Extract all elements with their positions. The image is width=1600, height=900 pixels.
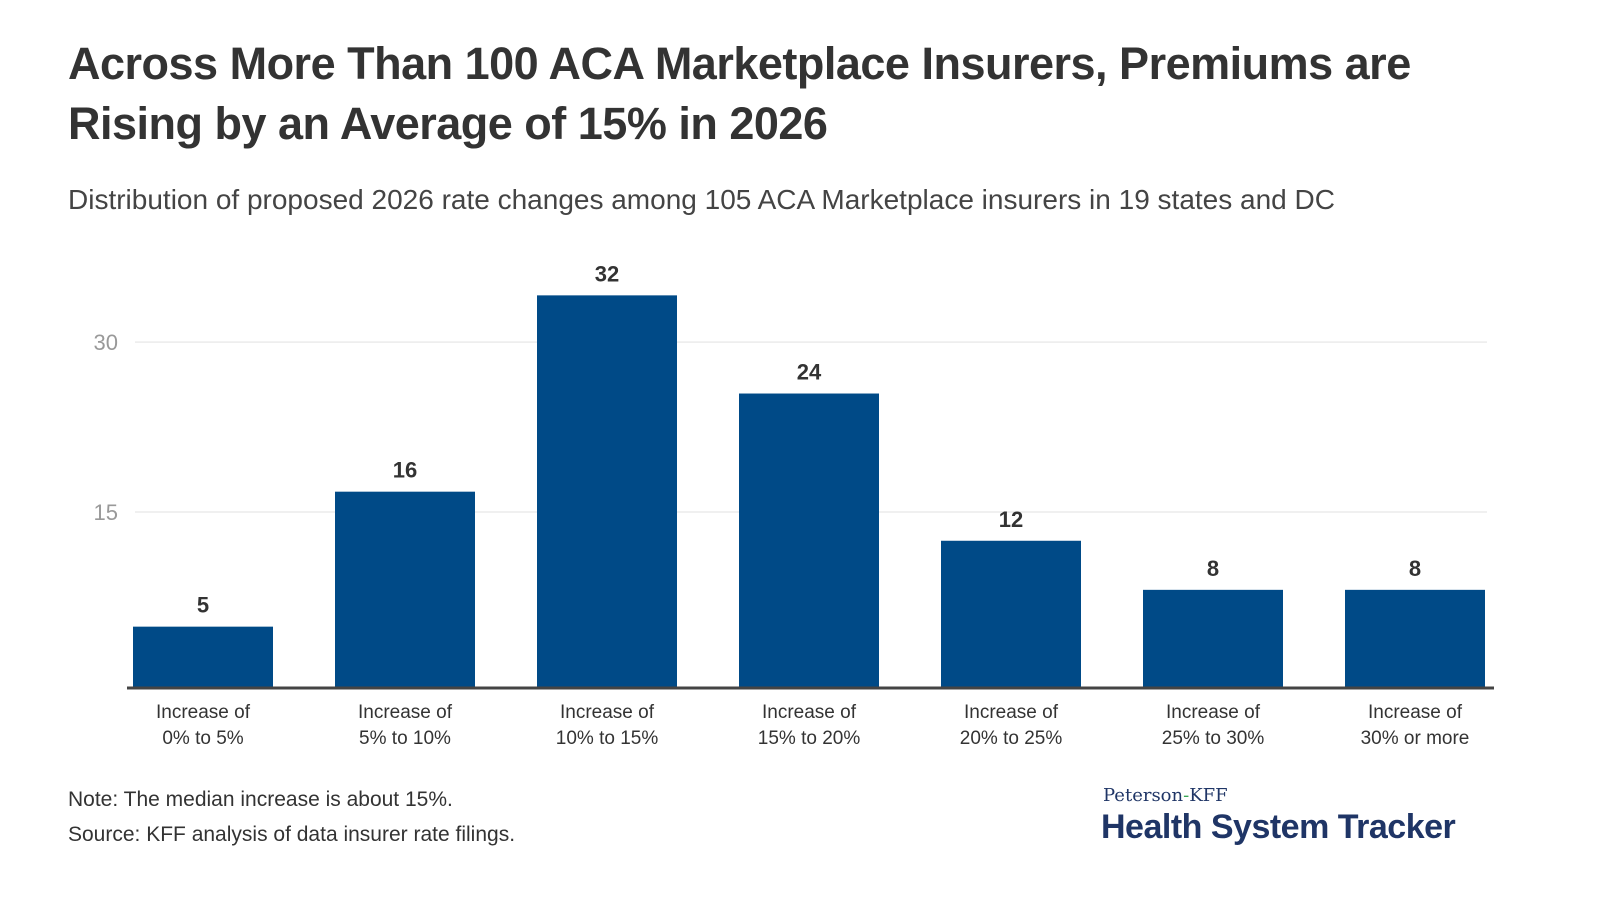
bar	[739, 393, 879, 688]
chart-subtitle: Distribution of proposed 2026 rate chang…	[68, 184, 1335, 215]
footnote: Note: The median increase is about 15%.	[68, 788, 453, 811]
x-tick-label: Increase of	[560, 702, 655, 723]
data-label: 16	[393, 458, 417, 483]
x-tick-label: Increase of	[1166, 702, 1261, 723]
x-tick-label: Increase of	[1368, 702, 1463, 723]
bar	[335, 491, 475, 688]
x-tick-label: Increase of	[964, 702, 1059, 723]
bar	[133, 626, 273, 688]
x-tick-label: Increase of	[156, 702, 251, 723]
bar	[941, 540, 1081, 688]
y-tick-label: 30	[94, 330, 118, 355]
x-tick-label: 0% to 5%	[162, 728, 243, 749]
data-label: 8	[1207, 556, 1219, 581]
x-tick-label: 20% to 25%	[960, 728, 1063, 749]
bar	[537, 295, 677, 688]
data-label: 5	[197, 593, 209, 618]
bar	[1345, 589, 1485, 688]
x-tick-label: 10% to 15%	[556, 728, 659, 749]
data-label: 24	[797, 360, 822, 385]
logo-text: Peterson	[1103, 785, 1184, 806]
data-label: 32	[595, 261, 619, 286]
logo-peterson-kff: Peterson-KFF	[1103, 785, 1228, 806]
chart-title: Across More Than 100 ACA Marketplace Ins…	[68, 38, 1411, 149]
x-tick-label: 30% or more	[1361, 728, 1470, 749]
logo-health-system-tracker: Health System Tracker	[1101, 808, 1456, 846]
x-tick-label: Increase of	[358, 702, 453, 723]
x-tick-label: 25% to 30%	[1162, 728, 1265, 749]
data-label: 8	[1409, 556, 1421, 581]
x-tick-label: 15% to 20%	[758, 728, 861, 749]
logo-dash: -	[1183, 785, 1190, 806]
data-label: 12	[999, 507, 1023, 532]
source-note: Source: KFF analysis of data insurer rat…	[68, 823, 516, 846]
x-tick-label: Increase of	[762, 702, 857, 723]
x-tick-label: 5% to 10%	[359, 728, 451, 749]
logo-text: KFF	[1189, 785, 1228, 806]
y-tick-label: 15	[94, 500, 118, 525]
bar	[1143, 589, 1283, 688]
